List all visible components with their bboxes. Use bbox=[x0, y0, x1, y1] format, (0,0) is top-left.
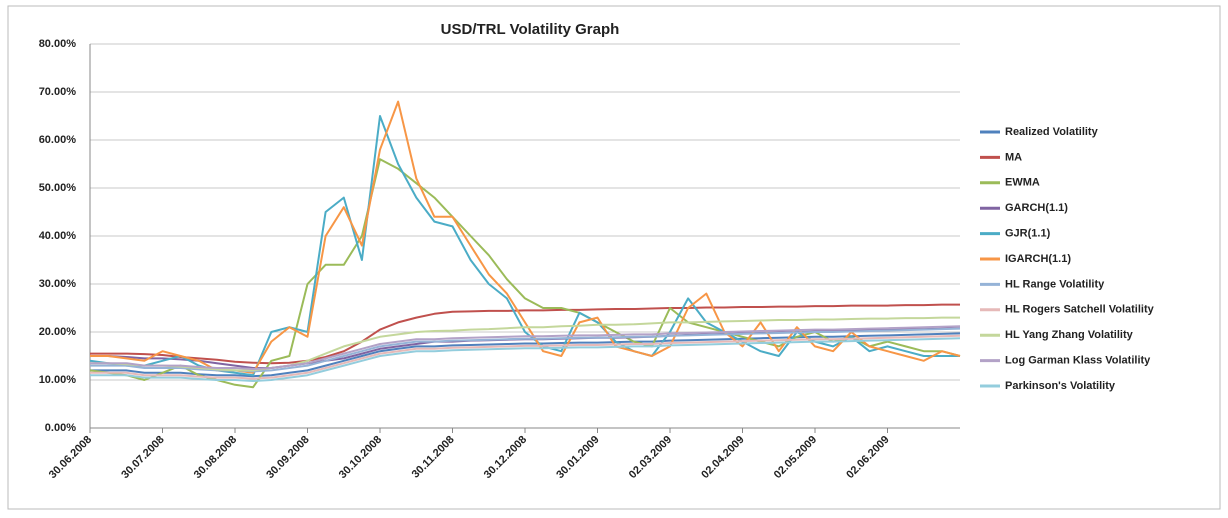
y-tick-label: 80.00% bbox=[39, 38, 77, 50]
series-line bbox=[90, 332, 961, 378]
chart-border bbox=[7, 5, 1221, 510]
legend-label: Realized Volatility bbox=[1005, 126, 1099, 138]
series-line bbox=[90, 325, 961, 370]
y-tick-label: 30.00% bbox=[39, 278, 77, 290]
legend-label: GARCH(1.1) bbox=[1005, 202, 1068, 214]
y-tick-label: 50.00% bbox=[39, 182, 77, 194]
y-tick-label: 20.00% bbox=[39, 326, 77, 338]
y-tick-label: 0.00% bbox=[45, 422, 76, 434]
legend-label: HL Rogers Satchell Volatility bbox=[1005, 304, 1155, 316]
legend-label: IGARCH(1.1) bbox=[1005, 253, 1071, 265]
legend-label: EWMA bbox=[1005, 177, 1040, 189]
series-line bbox=[90, 316, 960, 372]
y-tick-label: 40.00% bbox=[39, 230, 77, 242]
legend-label: GJR(1.1) bbox=[1005, 228, 1051, 240]
legend-label: HL Yang Zhang Volatility bbox=[1005, 329, 1134, 341]
series-line bbox=[90, 337, 961, 382]
y-tick-label: 10.00% bbox=[39, 374, 77, 386]
legend-label: Parkinson's Volatility bbox=[1005, 380, 1116, 392]
legend-label: HL Range Volatility bbox=[1005, 278, 1105, 290]
y-tick-label: 70.00% bbox=[39, 86, 77, 98]
series-line bbox=[90, 334, 961, 380]
y-tick-label: 60.00% bbox=[39, 134, 77, 146]
legend-label: MA bbox=[1005, 151, 1022, 163]
chart-title: USD/TRL Volatility Graph bbox=[441, 21, 620, 38]
series-line bbox=[90, 303, 960, 365]
legend-label: Log Garman Klass Volatility bbox=[1005, 355, 1151, 367]
